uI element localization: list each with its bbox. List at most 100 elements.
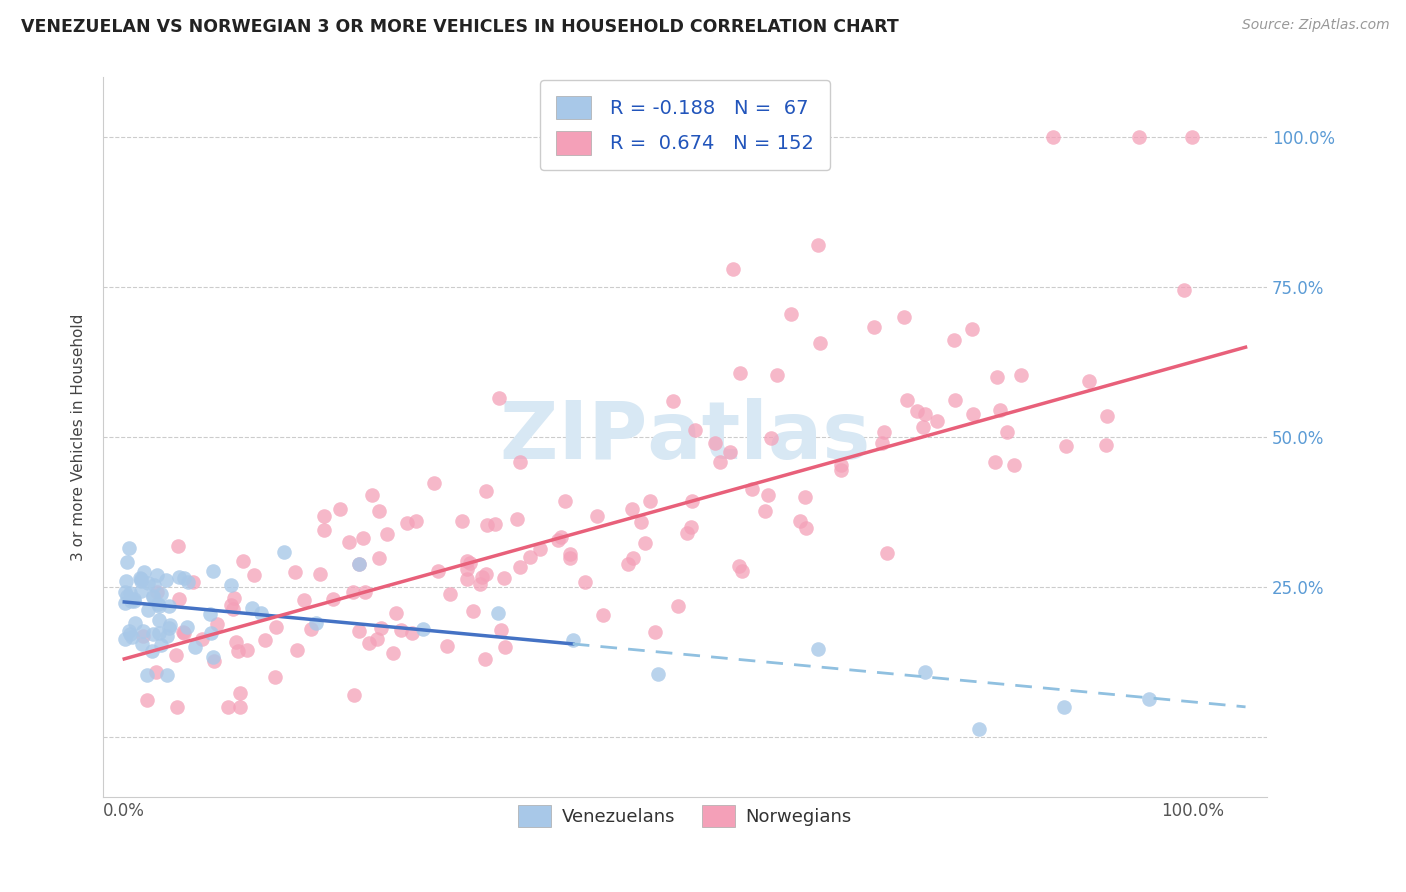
Point [361, 488, 384, 502]
Point [458, 556, 481, 570]
Point [114, 574, 136, 589]
Point [143, 577, 166, 591]
Point [808, 335, 831, 350]
Point [681, 494, 703, 508]
Point [131, 637, 153, 651]
Point [229, 699, 252, 714]
Point [1139, 691, 1161, 706]
Point [200, 625, 222, 640]
Point [134, 565, 156, 579]
Point [683, 423, 706, 437]
Point [342, 689, 364, 703]
Point [299, 622, 322, 636]
Point [506, 511, 529, 525]
Point [830, 463, 852, 477]
Point [148, 625, 170, 640]
Point [995, 425, 1018, 439]
Point [960, 321, 983, 335]
Point [156, 668, 179, 682]
Point [146, 567, 169, 582]
Point [1095, 409, 1118, 423]
Point [489, 623, 512, 637]
Point [146, 598, 169, 612]
Point [183, 575, 205, 590]
Text: VENEZUELAN VS NORWEGIAN 3 OR MORE VEHICLES IN HOUSEHOLD CORRELATION CHART: VENEZUELAN VS NORWEGIAN 3 OR MORE VEHICL… [21, 18, 898, 36]
Point [184, 640, 207, 654]
Point [375, 526, 398, 541]
Point [264, 669, 287, 683]
Point [484, 517, 506, 532]
Point [228, 686, 250, 700]
Point [138, 603, 160, 617]
Point [342, 584, 364, 599]
Point [422, 476, 444, 491]
Point [207, 617, 229, 632]
Point [198, 607, 221, 621]
Point [129, 583, 152, 598]
Point [219, 577, 242, 591]
Point [124, 615, 146, 630]
Point [389, 623, 412, 637]
Point [681, 520, 703, 534]
Point [914, 407, 936, 421]
Point [347, 557, 370, 571]
Point [638, 493, 661, 508]
Point [644, 625, 666, 640]
Point [721, 262, 744, 277]
Point [191, 632, 214, 646]
Point [148, 613, 170, 627]
Point [942, 334, 965, 348]
Point [709, 455, 731, 469]
Point [292, 592, 315, 607]
Point [118, 624, 141, 638]
Point [347, 557, 370, 571]
Point [621, 502, 644, 516]
Point [718, 445, 741, 459]
Point [492, 571, 515, 585]
Point [173, 571, 195, 585]
Legend: Venezuelans, Norwegians: Venezuelans, Norwegians [510, 798, 859, 835]
Point [494, 640, 516, 654]
Point [468, 577, 491, 591]
Point [1077, 374, 1099, 388]
Point [370, 621, 392, 635]
Point [474, 483, 496, 498]
Point [176, 620, 198, 634]
Point [1053, 699, 1076, 714]
Point [647, 667, 669, 681]
Point [128, 570, 150, 584]
Point [157, 599, 180, 614]
Point [226, 644, 249, 658]
Point [807, 238, 830, 252]
Point [129, 574, 152, 588]
Point [988, 403, 1011, 417]
Point [896, 393, 918, 408]
Point [830, 458, 852, 472]
Point [142, 589, 165, 603]
Point [914, 665, 936, 680]
Point [366, 632, 388, 646]
Point [159, 618, 181, 632]
Point [789, 514, 811, 528]
Point [456, 562, 478, 576]
Point [1173, 283, 1195, 297]
Point [114, 596, 136, 610]
Point [155, 574, 177, 588]
Point [166, 539, 188, 553]
Point [927, 414, 949, 428]
Point [401, 626, 423, 640]
Point [519, 549, 541, 564]
Point [349, 624, 371, 639]
Point [461, 604, 484, 618]
Point [273, 545, 295, 559]
Point [231, 554, 253, 568]
Point [141, 644, 163, 658]
Point [337, 535, 360, 549]
Point [225, 635, 247, 649]
Point [872, 435, 894, 450]
Point [558, 550, 581, 565]
Point [1128, 130, 1150, 145]
Point [314, 508, 336, 523]
Point [146, 585, 169, 599]
Point [148, 599, 170, 613]
